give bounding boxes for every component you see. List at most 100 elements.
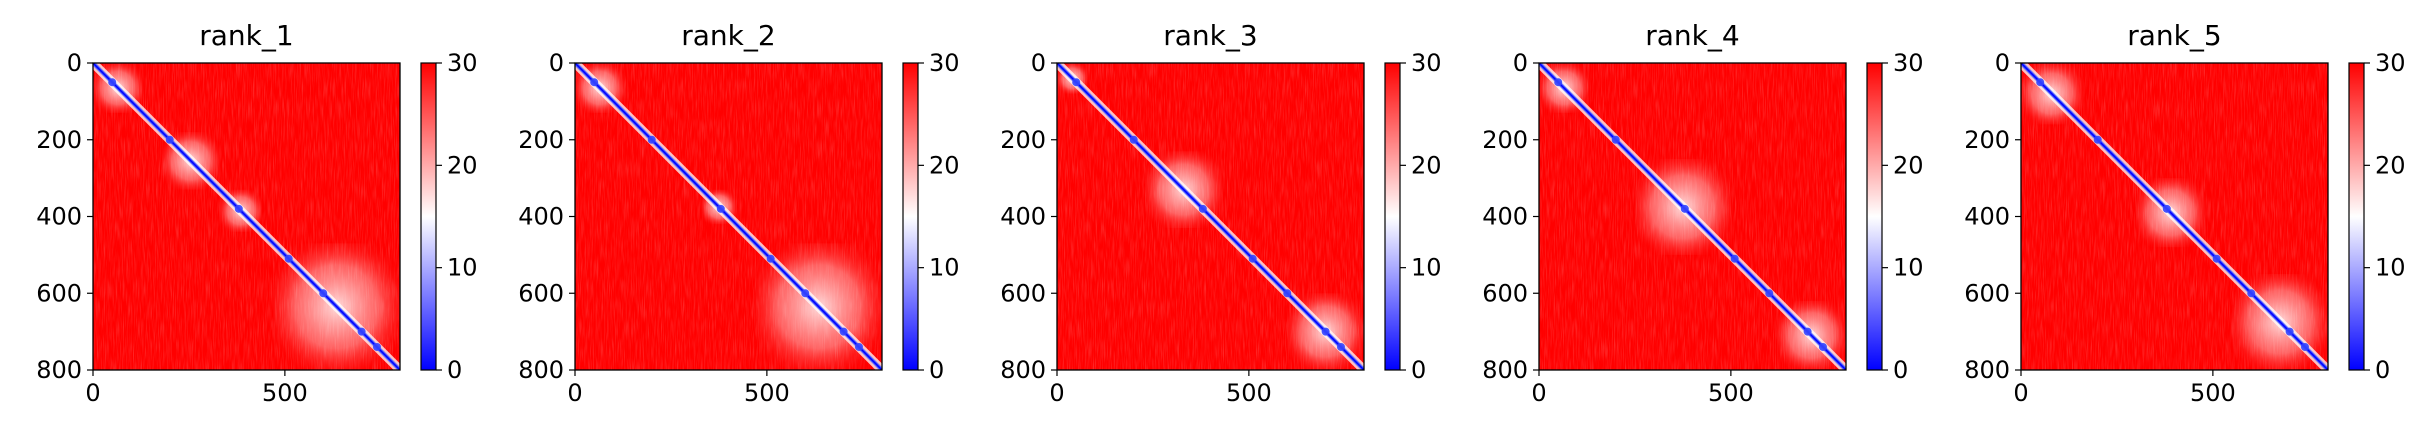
colorbar-tick-label: 0 bbox=[929, 356, 944, 384]
colorbar-tick-label: 10 bbox=[2375, 254, 2406, 282]
diagonal-contact bbox=[2093, 135, 2102, 144]
x-tick-label: 0 bbox=[1531, 379, 1546, 407]
diagonal-contact bbox=[2300, 342, 2309, 351]
colorbar-tick-label: 30 bbox=[929, 49, 960, 77]
colorbar-tick-label: 10 bbox=[1411, 254, 1442, 282]
chart-title: rank_3 bbox=[1163, 19, 1257, 52]
diagonal-contact bbox=[1321, 327, 1330, 336]
y-tick-label: 0 bbox=[1513, 49, 1528, 77]
diagonal-contact bbox=[165, 135, 174, 144]
diagonal-contact bbox=[590, 78, 599, 87]
diagonal-contact bbox=[372, 342, 381, 351]
y-tick-label: 800 bbox=[1964, 356, 2010, 384]
heatmap-image bbox=[2021, 63, 2328, 370]
diagonal-contact bbox=[284, 254, 293, 263]
y-tick-label: 0 bbox=[1031, 49, 1046, 77]
colorbar: 0 10 20 30 bbox=[902, 49, 960, 384]
heatmap-image bbox=[575, 63, 882, 370]
diagonal-contact bbox=[1283, 289, 1292, 298]
diagonal-contact bbox=[1680, 204, 1689, 213]
colorbar-tick-label: 30 bbox=[2375, 49, 2406, 77]
colorbar-tick-label: 0 bbox=[1893, 356, 1908, 384]
y-tick-label: 200 bbox=[1482, 126, 1528, 154]
y-tick-label: 800 bbox=[1482, 356, 1528, 384]
colorbar: 0 10 20 30 bbox=[1384, 49, 1442, 384]
heatmap-image bbox=[93, 63, 400, 370]
diagonal-core bbox=[1057, 63, 1364, 370]
chart-title: rank_4 bbox=[1645, 19, 1739, 52]
x-tick-label: 500 bbox=[1708, 379, 1754, 407]
y-tick-label: 200 bbox=[1964, 126, 2010, 154]
colorbar-gradient bbox=[420, 62, 437, 371]
colorbar-gradient bbox=[2348, 62, 2365, 371]
y-tick-label: 200 bbox=[518, 126, 564, 154]
colorbar-tick-label: 20 bbox=[1411, 151, 1442, 179]
diagonal-contact bbox=[1554, 78, 1563, 87]
diagonal-contact bbox=[2247, 289, 2256, 298]
colorbar-tick-label: 20 bbox=[447, 151, 478, 179]
colorbar-tick-label: 20 bbox=[1893, 151, 1924, 179]
y-tick-label: 600 bbox=[518, 279, 564, 307]
diagonal-contact bbox=[839, 327, 848, 336]
y-tick-label: 600 bbox=[1964, 279, 2010, 307]
x-tick-label: 0 bbox=[85, 379, 100, 407]
diagonal-contact bbox=[1818, 342, 1827, 351]
diagonal-core bbox=[575, 63, 882, 370]
colorbar-gradient bbox=[1384, 62, 1401, 371]
y-tick-label: 400 bbox=[1000, 203, 1046, 231]
colorbar-gradient bbox=[902, 62, 919, 371]
y-tick-label: 0 bbox=[1995, 49, 2010, 77]
colorbar: 0 10 20 30 bbox=[420, 49, 478, 384]
diagonal-contact bbox=[2285, 327, 2294, 336]
diagonal-core bbox=[2021, 63, 2328, 370]
diagonal-contact bbox=[1072, 78, 1081, 87]
diagonal-contact bbox=[1248, 254, 1257, 263]
heatmap-image bbox=[1539, 63, 1846, 370]
colorbar: 0 10 20 30 bbox=[2348, 49, 2406, 384]
colorbar-tick-label: 20 bbox=[929, 151, 960, 179]
diagonal-contact bbox=[1803, 327, 1812, 336]
y-tick-label: 400 bbox=[1482, 203, 1528, 231]
diagonal-contact bbox=[647, 135, 656, 144]
diagonal-contact bbox=[2162, 204, 2171, 213]
colorbar-tick-label: 10 bbox=[929, 254, 960, 282]
heatmap-image bbox=[1057, 63, 1364, 370]
diagonal-core bbox=[93, 63, 400, 370]
x-tick-label: 0 bbox=[567, 379, 582, 407]
diagonal-contact bbox=[801, 289, 810, 298]
x-tick-label: 0 bbox=[2013, 379, 2028, 407]
diagonal-contact bbox=[854, 342, 863, 351]
colorbar-tick-label: 20 bbox=[2375, 151, 2406, 179]
x-tick-label: 500 bbox=[262, 379, 308, 407]
diagonal-contact bbox=[1198, 204, 1207, 213]
y-tick-label: 0 bbox=[67, 49, 82, 77]
x-tick-label: 0 bbox=[1049, 379, 1064, 407]
x-tick-label: 500 bbox=[2190, 379, 2236, 407]
chart-title: rank_2 bbox=[681, 19, 775, 52]
x-tick-label: 500 bbox=[1226, 379, 1272, 407]
y-tick-label: 800 bbox=[36, 356, 82, 384]
diagonal-contact bbox=[1129, 135, 1138, 144]
colorbar-tick-label: 0 bbox=[447, 356, 462, 384]
diagonal-contact bbox=[319, 289, 328, 298]
colorbar: 0 10 20 30 bbox=[1866, 49, 1924, 384]
diagonal-contact bbox=[766, 254, 775, 263]
diagonal-contact bbox=[2036, 78, 2045, 87]
colorbar-tick-label: 0 bbox=[2375, 356, 2390, 384]
diagonal-contact bbox=[1611, 135, 1620, 144]
diagonal-contact bbox=[2212, 254, 2221, 263]
y-tick-label: 200 bbox=[1000, 126, 1046, 154]
colorbar-tick-label: 30 bbox=[1893, 49, 1924, 77]
y-tick-label: 800 bbox=[518, 356, 564, 384]
diagonal-contact bbox=[108, 78, 117, 87]
colorbar-tick-label: 10 bbox=[1893, 254, 1924, 282]
colorbar-tick-label: 30 bbox=[447, 49, 478, 77]
chart-title: rank_1 bbox=[199, 19, 293, 52]
y-tick-label: 800 bbox=[1000, 356, 1046, 384]
